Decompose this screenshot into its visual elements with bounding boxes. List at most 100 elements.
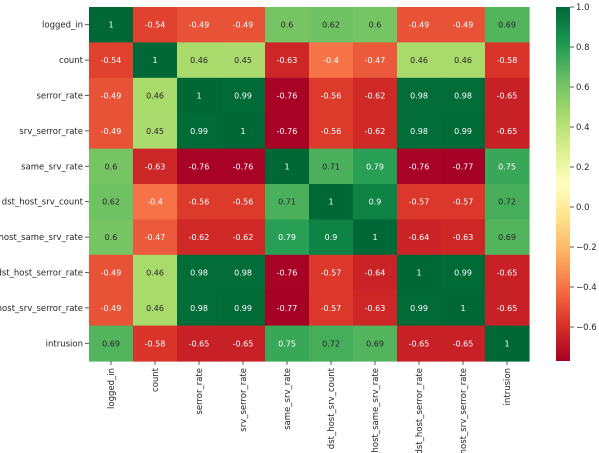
x-tick-label: dst_host_serror_rate [415,368,425,453]
heatmap-cell-label: -0.4 [323,56,339,65]
heatmap-cell-label: -0.57 [321,304,342,313]
heatmap-cell-label: -0.54 [101,56,122,65]
heatmap-cell-label: -0.65 [409,339,430,348]
heatmap-cell [89,42,134,79]
heatmap-cell [309,77,354,114]
heatmap-cell-label: -0.65 [497,92,518,101]
y-tick-label: dst_host_serror_rate [0,269,83,279]
heatmap-cell-labels: 1 -0.54 -0.49 -0.49 0.6 0.62 0.6 -0.49 -0.49 0.69… [101,21,518,349]
heatmap-cell [133,148,178,185]
heatmap-cell-label: 0.99 [234,92,252,101]
colorbar-tick-label: 0.6 [576,83,590,93]
heatmap-cell-label: -0.76 [277,92,298,101]
heatmap-cell [177,148,222,185]
heatmap-cell-label: 0.45 [234,56,252,65]
heatmap-cell [485,77,530,114]
colorbar: 1.0 0.8 0.6 0.4 0.2 0.0 −0.2 −0.4 −0.6 [556,3,597,361]
heatmap-cell-label: 0.69 [366,339,384,348]
heatmap-cell-label: -0.76 [233,162,254,171]
heatmap-cells [89,7,530,362]
heatmap-cell [397,325,442,362]
heatmap-cell [265,77,310,114]
heatmap-cell [441,42,486,79]
y-tick-label: count [59,56,84,66]
y-tick-label: same_srv_rate [21,162,83,172]
heatmap-cell-label: 0.46 [146,269,164,278]
heatmap-cell [353,7,398,43]
x-tick-label: same_srv_rate [283,368,293,430]
colorbar-tick-label: −0.2 [576,243,597,253]
x-tick-label: logged_in [107,368,117,409]
heatmap-cell [353,219,398,256]
heatmap-cell [133,254,178,291]
heatmap-cell [441,290,486,327]
heatmap-cell [397,42,442,79]
heatmap-cell [89,254,134,291]
heatmap-cell [221,219,266,256]
heatmap-cell [441,184,486,220]
heatmap-cell-label: 0.79 [278,233,296,242]
heatmap-cell-label: 0.75 [278,339,296,348]
heatmap-cell-label: 0.99 [410,304,428,313]
heatmap-cell [89,77,134,114]
heatmap-cell-label: -0.49 [233,21,254,30]
y-tick-label: srv_serror_rate [19,127,83,137]
heatmap-cell [133,184,178,220]
heatmap-cell-label: -0.65 [497,269,518,278]
heatmap-cell-label: -0.65 [233,339,254,348]
heatmap-cell [265,290,310,327]
heatmap-cell-label: 0.98 [190,269,208,278]
heatmap-cell-label: -0.58 [145,339,166,348]
heatmap-cell-label: 0.98 [234,269,252,278]
heatmap-cell-label: 0.45 [146,127,164,136]
heatmap-cell [397,184,442,220]
heatmap-cell-label: -0.76 [277,127,298,136]
heatmap-cell-label: -0.76 [189,162,210,171]
heatmap-cell [441,148,486,185]
heatmap-cell-label: -0.76 [409,162,430,171]
heatmap-cell-label: 1 [460,304,465,313]
heatmap-cell [177,42,222,79]
heatmap-cell [309,254,354,291]
heatmap-cell [265,184,310,220]
heatmap-cell-label: -0.49 [409,21,430,30]
x-tick-label: dst_host_srv_count [327,367,337,449]
heatmap-cell-label: -0.49 [101,304,122,313]
heatmap-cell-label: 0.6 [369,21,382,30]
x-tick-label: intrusion [503,368,513,405]
heatmap-cell [89,325,134,362]
heatmap-cell-label: 0.72 [498,198,516,207]
heatmap-cell-label: 0.6 [105,233,118,242]
x-tick-label: dst_host_same_srv_rate [371,368,381,453]
heatmap-cell-label: -0.58 [497,56,518,65]
heatmap-cell-label: 0.98 [410,92,428,101]
heatmap-cell [353,290,398,327]
heatmap-cell [265,113,310,150]
heatmap-cell [133,325,178,362]
heatmap-cell [397,77,442,114]
heatmap-cell-label: 0.46 [146,92,164,101]
heatmap-cell-label: 0.75 [498,162,516,171]
heatmap-cell [133,77,178,114]
heatmap-cell-label: 1 [504,339,509,348]
heatmap-cell-label: -0.63 [277,56,298,65]
heatmap-cell [221,254,266,291]
heatmap-cell-label: -0.56 [321,92,342,101]
heatmap-cell-label: 0.99 [454,127,472,136]
heatmap-cell-label: 0.69 [498,233,516,242]
heatmap-cell-label: -0.47 [145,233,166,242]
heatmap-cell [397,290,442,327]
heatmap-cell-label: -0.54 [145,21,166,30]
heatmap-cell-label: -0.76 [277,269,298,278]
heatmap-cell-label: -0.57 [321,269,342,278]
x-tick-label: srv_serror_rate [239,368,249,432]
heatmap-cell-label: 0.98 [190,304,208,313]
heatmap-cell [89,148,134,185]
heatmap-cell-label: -0.49 [101,127,122,136]
y-tick-label: intrusion [46,339,83,349]
heatmap-cell [89,7,134,43]
heatmap-cell-label: -0.56 [189,198,210,207]
heatmap-cell-label: 0.69 [498,21,516,30]
heatmap-cell-label: 0.46 [410,56,428,65]
